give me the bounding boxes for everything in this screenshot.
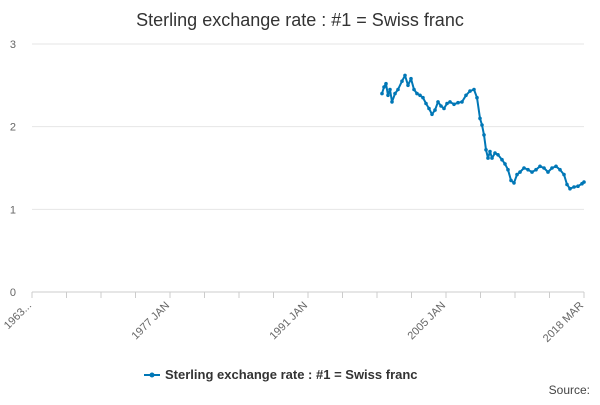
data-point[interactable] bbox=[445, 101, 449, 106]
data-point[interactable] bbox=[386, 93, 390, 98]
data-point[interactable] bbox=[538, 164, 542, 169]
data-point[interactable] bbox=[400, 79, 404, 83]
x-axis: 1963... 1977 JAN 1991 JAN 2005 JAN 2018 MAR bbox=[2, 292, 586, 345]
data-point[interactable] bbox=[486, 156, 490, 160]
data-point[interactable] bbox=[448, 100, 452, 104]
data-point[interactable] bbox=[509, 178, 513, 183]
data-point[interactable] bbox=[546, 170, 550, 174]
data-point[interactable] bbox=[388, 87, 392, 92]
data-point[interactable] bbox=[480, 123, 484, 127]
series-line[interactable] bbox=[381, 74, 585, 190]
x-tick-label: 2005 JAN bbox=[405, 300, 448, 343]
x-tick-label: 1963... bbox=[2, 300, 34, 332]
data-point[interactable] bbox=[534, 167, 538, 172]
x-tick-label: 1977 JAN bbox=[129, 300, 172, 343]
data-point[interactable] bbox=[500, 157, 504, 162]
data-point[interactable] bbox=[384, 81, 388, 86]
data-point[interactable] bbox=[396, 87, 400, 92]
data-point[interactable] bbox=[418, 93, 422, 98]
data-point[interactable] bbox=[530, 170, 534, 174]
data-point[interactable] bbox=[430, 112, 434, 117]
data-point[interactable] bbox=[565, 182, 569, 187]
data-point[interactable] bbox=[515, 172, 519, 177]
data-point[interactable] bbox=[409, 76, 413, 81]
y-tick-label: 3 bbox=[10, 39, 16, 51]
y-tick-label: 1 bbox=[10, 204, 16, 216]
chart-title: Sterling exchange rate : #1 = Swiss fran… bbox=[136, 10, 464, 30]
data-point[interactable] bbox=[442, 106, 446, 111]
data-point[interactable] bbox=[582, 180, 586, 184]
data-point[interactable] bbox=[456, 100, 460, 105]
data-point[interactable] bbox=[427, 106, 431, 111]
data-point[interactable] bbox=[488, 149, 492, 154]
data-point[interactable] bbox=[562, 172, 566, 177]
data-point[interactable] bbox=[490, 156, 494, 160]
data-point[interactable] bbox=[493, 151, 497, 155]
data-point[interactable] bbox=[550, 166, 554, 170]
data-point[interactable] bbox=[558, 167, 562, 172]
data-point[interactable] bbox=[439, 104, 443, 108]
data-point[interactable] bbox=[406, 83, 410, 88]
legend[interactable]: Sterling exchange rate : #1 = Swiss fran… bbox=[144, 367, 418, 382]
data-point[interactable] bbox=[484, 148, 488, 152]
data-point[interactable] bbox=[403, 73, 407, 78]
data-point[interactable] bbox=[496, 153, 500, 157]
y-tick-label: 2 bbox=[10, 122, 16, 134]
data-point[interactable] bbox=[522, 166, 526, 170]
gridlines bbox=[32, 43, 584, 293]
data-point[interactable] bbox=[506, 167, 510, 172]
data-point[interactable] bbox=[478, 116, 482, 121]
data-point[interactable] bbox=[380, 91, 384, 96]
data-point[interactable] bbox=[436, 100, 440, 104]
x-tick-label: 2018 MAR bbox=[541, 300, 586, 345]
data-point[interactable] bbox=[518, 170, 522, 174]
data-point[interactable] bbox=[472, 87, 476, 92]
data-point[interactable] bbox=[390, 100, 394, 104]
data-point[interactable] bbox=[433, 108, 437, 112]
data-point[interactable] bbox=[526, 167, 530, 172]
series-layer bbox=[380, 73, 586, 191]
data-point[interactable] bbox=[576, 184, 580, 188]
data-point[interactable] bbox=[415, 91, 419, 96]
data-point[interactable] bbox=[412, 87, 416, 92]
data-point[interactable] bbox=[421, 95, 425, 100]
data-point[interactable] bbox=[464, 93, 468, 98]
data-point[interactable] bbox=[512, 181, 516, 185]
data-point[interactable] bbox=[382, 85, 386, 89]
data-point[interactable] bbox=[452, 102, 456, 107]
legend-label[interactable]: Sterling exchange rate : #1 = Swiss fran… bbox=[165, 367, 418, 382]
data-point[interactable] bbox=[468, 89, 472, 93]
data-point[interactable] bbox=[460, 100, 464, 104]
y-axis-ticks: 0 1 2 3 bbox=[10, 39, 16, 299]
legend-marker-icon bbox=[149, 372, 155, 378]
data-point[interactable] bbox=[393, 91, 397, 96]
data-point[interactable] bbox=[503, 162, 507, 166]
data-point[interactable] bbox=[554, 164, 558, 169]
y-tick-label: 0 bbox=[10, 287, 16, 299]
data-point[interactable] bbox=[482, 133, 486, 137]
data-point[interactable] bbox=[568, 186, 572, 191]
source-credit[interactable]: Source: bbox=[549, 383, 590, 397]
data-point[interactable] bbox=[572, 185, 576, 189]
data-point[interactable] bbox=[424, 101, 428, 106]
data-point[interactable] bbox=[475, 95, 479, 100]
x-tick-label: 1991 JAN bbox=[267, 300, 310, 343]
data-point[interactable] bbox=[542, 166, 546, 170]
